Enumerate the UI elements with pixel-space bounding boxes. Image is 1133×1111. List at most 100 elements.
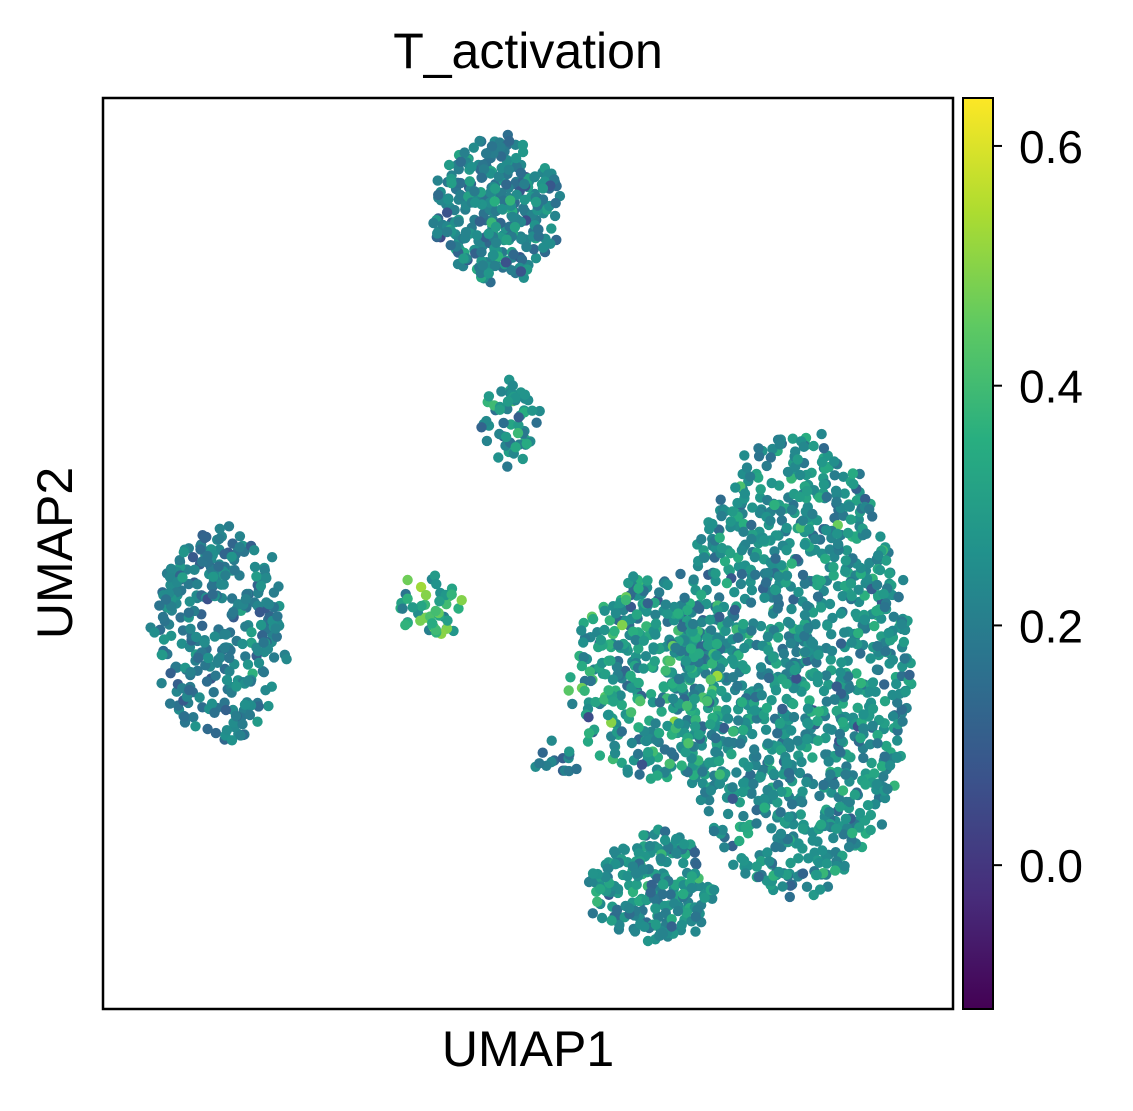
cell-point xyxy=(776,786,787,797)
cell-point xyxy=(673,718,684,729)
cell-point xyxy=(891,678,902,690)
cell-point xyxy=(711,650,722,661)
cell-point xyxy=(659,835,671,846)
cell-point xyxy=(495,142,506,153)
cell-point xyxy=(442,615,453,626)
cell-point xyxy=(258,637,269,648)
cell-point xyxy=(721,578,733,589)
cell-point xyxy=(878,588,889,600)
cell-point xyxy=(633,643,644,654)
cell-point xyxy=(189,564,200,575)
cell-point xyxy=(687,618,699,630)
cell-point xyxy=(491,237,502,248)
cell-point xyxy=(694,880,706,892)
cell-point xyxy=(865,824,876,836)
cell-point xyxy=(648,642,659,653)
cell-point xyxy=(481,435,493,447)
cell-point xyxy=(665,655,676,667)
cell-point xyxy=(696,589,707,601)
cell-point xyxy=(872,738,883,749)
cell-point xyxy=(669,898,680,909)
cell-point xyxy=(825,769,836,780)
cell-point xyxy=(737,786,748,798)
cell-point xyxy=(714,778,725,789)
cell-point xyxy=(640,651,652,662)
cell-point xyxy=(428,217,439,229)
cell-point xyxy=(860,779,871,790)
cell-point xyxy=(578,637,589,648)
cell-point xyxy=(679,592,690,603)
cell-point xyxy=(735,738,746,749)
cell-point xyxy=(220,570,231,581)
cell-point xyxy=(268,587,280,598)
cell-point xyxy=(174,555,185,566)
cell-point xyxy=(534,758,545,769)
cell-point xyxy=(710,575,721,587)
cell-point xyxy=(785,857,796,869)
cell-point xyxy=(490,183,501,194)
cell-point xyxy=(683,738,694,749)
cell-point xyxy=(727,793,738,804)
cell-point xyxy=(738,778,749,789)
cell-point xyxy=(893,591,904,603)
cell-point xyxy=(812,591,824,602)
cell-point xyxy=(415,615,426,626)
cell-point xyxy=(686,882,697,894)
cell-point xyxy=(616,757,627,768)
cell-point xyxy=(183,607,194,618)
cell-point xyxy=(753,451,765,462)
cell-point xyxy=(653,727,665,739)
cell-point xyxy=(191,631,202,643)
cell-point xyxy=(746,585,758,596)
cell-point xyxy=(853,584,864,595)
cell-point xyxy=(845,514,857,525)
cell-point xyxy=(767,652,779,663)
cell-point xyxy=(839,860,850,872)
cell-point xyxy=(513,412,524,423)
cell-point xyxy=(631,879,642,890)
cell-point xyxy=(714,592,725,603)
cell-point xyxy=(678,857,689,869)
cell-point xyxy=(784,891,795,903)
cell-point xyxy=(714,769,725,780)
cell-point xyxy=(821,670,832,681)
cell-point xyxy=(690,721,701,732)
cell-point xyxy=(584,666,596,677)
cell-point xyxy=(743,761,754,772)
cell-point xyxy=(716,542,728,554)
cell-point xyxy=(736,545,748,556)
cell-point xyxy=(786,603,797,615)
cell-point xyxy=(638,830,649,841)
cell-point xyxy=(210,727,222,739)
cell-point xyxy=(199,532,210,544)
cell-point xyxy=(515,167,527,179)
cell-point xyxy=(876,819,888,830)
cell-point xyxy=(801,733,813,745)
cell-point xyxy=(633,677,644,689)
cell-point xyxy=(812,670,823,682)
cell-point xyxy=(722,808,734,820)
cell-point xyxy=(673,608,684,619)
cell-point xyxy=(831,823,842,834)
cell-point xyxy=(898,574,909,586)
cell-point xyxy=(261,572,272,584)
cell-point xyxy=(832,538,844,550)
cell-point xyxy=(688,574,699,585)
cell-point xyxy=(777,703,788,715)
cell-point xyxy=(796,756,807,768)
colorbar-ticks: 0.0 0.2 0.4 0.6 xyxy=(993,121,1083,892)
cell-point xyxy=(763,754,775,765)
cell-point xyxy=(616,726,627,737)
cell-point xyxy=(727,782,738,793)
cell-point xyxy=(802,718,813,729)
cell-point xyxy=(682,605,693,616)
cell-point xyxy=(731,767,742,778)
cell-point xyxy=(736,853,747,864)
cell-point xyxy=(660,599,671,610)
cell-point xyxy=(237,638,248,650)
cell-point xyxy=(855,732,866,744)
cell-point xyxy=(654,697,666,708)
cell-point xyxy=(740,822,751,833)
cell-point xyxy=(803,853,814,864)
cell-point xyxy=(879,601,891,613)
